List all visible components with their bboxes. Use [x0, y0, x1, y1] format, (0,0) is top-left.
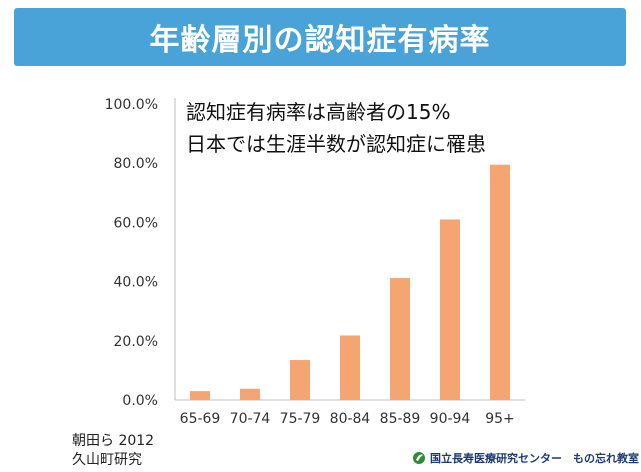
title-banner: 年齢層別の認知症有病率: [14, 8, 626, 66]
bar-90-94: [440, 219, 460, 400]
y-tick-label: 100.0%: [105, 97, 158, 113]
bar-80-84: [340, 335, 360, 400]
y-tick-label: 20.0%: [114, 334, 158, 350]
bar-85-89: [390, 278, 410, 400]
x-tick-label: 75-79: [280, 411, 321, 427]
x-tick-label: 80-84: [330, 411, 371, 427]
bar-65-69: [190, 391, 210, 400]
bar-75-79: [290, 360, 310, 400]
y-tick-label: 60.0%: [114, 215, 158, 231]
annotation-line-1: 認知症有病率は高齢者の15%: [186, 100, 451, 124]
footer-organization: 国立長寿医療研究センター もの忘れ教室: [430, 452, 639, 465]
y-tick-label: 40.0%: [114, 275, 158, 291]
source-study: 久山町研究: [72, 452, 142, 468]
y-tick-label: 0.0%: [122, 393, 158, 409]
footer-credit: 国立長寿医療研究センター もの忘れ教室: [412, 450, 639, 466]
x-tick-label: 85-89: [380, 411, 421, 427]
x-tick-label: 70-74: [230, 411, 271, 427]
page-title: 年齢層別の認知症有病率: [149, 23, 491, 58]
annotation-line-2: 日本では生涯半数が認知症に罹患: [186, 132, 486, 156]
bar-70-74: [240, 388, 260, 400]
x-tick-label: 65-69: [180, 411, 221, 427]
leaf-logo-icon: [413, 452, 425, 464]
bar-95+: [490, 164, 510, 400]
x-tick-label: 90-94: [430, 411, 471, 427]
y-tick-label: 80.0%: [114, 156, 158, 172]
x-tick-label: 95+: [485, 411, 515, 427]
source-citation: 朝田ら 2012: [72, 433, 155, 449]
